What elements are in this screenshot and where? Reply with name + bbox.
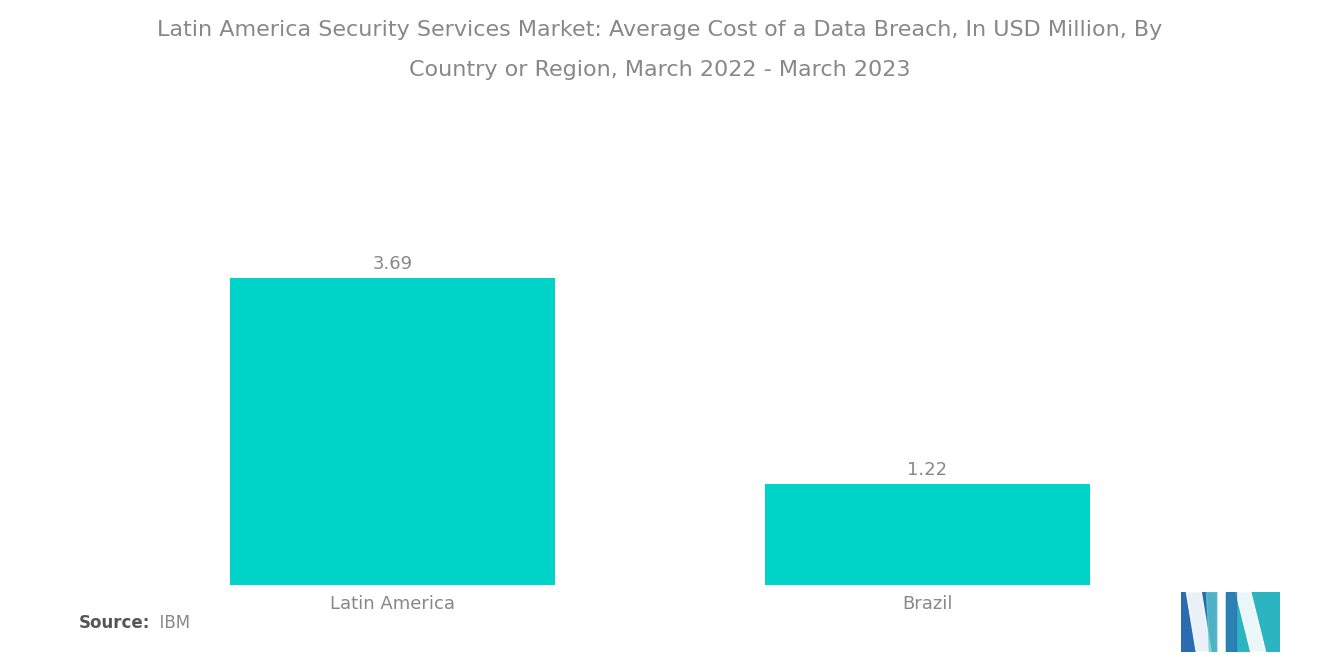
- Bar: [230, 279, 556, 585]
- Polygon shape: [1226, 592, 1236, 652]
- Polygon shape: [1236, 592, 1266, 652]
- Text: 3.69: 3.69: [372, 255, 413, 273]
- Text: Source:: Source:: [79, 614, 150, 632]
- Polygon shape: [1226, 592, 1280, 652]
- Bar: [764, 484, 1090, 585]
- Text: Latin America Security Services Market: Average Cost of a Data Breach, In USD Mi: Latin America Security Services Market: …: [157, 20, 1163, 40]
- Polygon shape: [1206, 592, 1216, 652]
- Polygon shape: [1181, 592, 1216, 652]
- Text: IBM: IBM: [149, 614, 190, 632]
- Text: Country or Region, March 2022 - March 2023: Country or Region, March 2022 - March 20…: [409, 60, 911, 80]
- Polygon shape: [1187, 592, 1212, 652]
- Text: 1.22: 1.22: [907, 461, 948, 479]
